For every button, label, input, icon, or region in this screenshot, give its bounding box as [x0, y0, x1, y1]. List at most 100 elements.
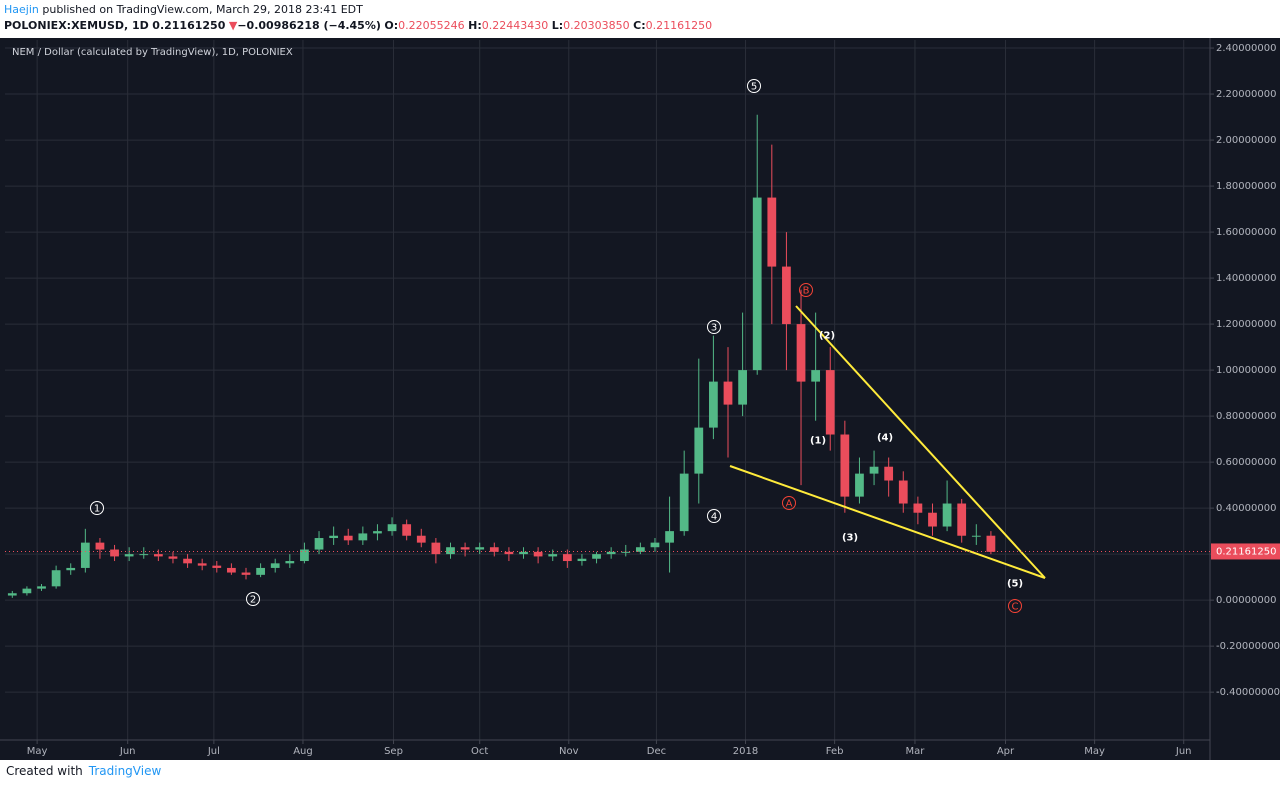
candle-body [460, 547, 470, 550]
candle-body [723, 381, 733, 405]
candle-body [446, 547, 455, 555]
candle-body [51, 570, 61, 587]
x-tick-label: Apr [997, 746, 1015, 757]
candle-body [124, 554, 134, 557]
candle-body [431, 542, 441, 555]
candle-body [314, 538, 324, 550]
annotation-circle [747, 79, 761, 93]
x-tick-label: Mar [906, 746, 926, 757]
annotation: C [1012, 602, 1019, 613]
candle-body [679, 473, 689, 532]
candle-body [562, 554, 572, 562]
author[interactable]: Haejin [4, 3, 39, 16]
x-tick-label: May [27, 746, 48, 757]
candle-body [270, 563, 280, 568]
annotation: (3) [842, 533, 858, 544]
x-tick-label: May [1084, 746, 1105, 757]
candle-body [811, 370, 821, 382]
annotation: 1 [94, 504, 100, 515]
annotation-circle [707, 509, 721, 523]
c-value: 0.21161250 [645, 19, 713, 32]
y-tick-label: 1.60000000 [1216, 227, 1276, 238]
candle-body [971, 535, 981, 537]
annotations: 1 2 3 4 5 A B C (1) (2) (3) (4) (5) [90, 79, 1023, 613]
candle-body [548, 554, 558, 557]
candle-body [168, 556, 178, 559]
o-label: O: [384, 19, 399, 32]
trend-line [795, 305, 1046, 579]
candle-body [533, 551, 543, 557]
candle-body [22, 588, 32, 594]
annotation: A [786, 499, 793, 510]
candle-body [37, 586, 46, 589]
candle-body [183, 558, 192, 564]
candle-body [694, 427, 704, 474]
tv-link[interactable]: TradingView [88, 764, 162, 778]
y-tick-label: 1.20000000 [1216, 319, 1276, 330]
candle-body [709, 381, 718, 428]
axes: -0.40000000-0.200000000.000000000.200000… [5, 43, 1280, 757]
annotation-circle [799, 283, 813, 297]
candle-body [66, 567, 76, 571]
candle-body [738, 370, 747, 405]
y-tick-label: 0.80000000 [1216, 411, 1276, 422]
candle-body [606, 551, 616, 555]
candle-body [358, 533, 368, 541]
annotation: B [803, 286, 810, 297]
candle-body [782, 266, 791, 325]
candle-body [80, 542, 90, 568]
trend-line [729, 465, 1046, 579]
candle-body [139, 554, 149, 556]
candle-body [650, 542, 660, 548]
x-tick-label: Dec [647, 746, 666, 757]
annotation-circle [246, 592, 260, 606]
annotation: (5) [1007, 579, 1023, 590]
annotation: 2 [250, 595, 256, 606]
candle-body [752, 197, 762, 371]
header: Haejin published on TradingView.com, Mar… [4, 2, 712, 34]
candle-body [153, 554, 163, 557]
candle-body [373, 531, 382, 534]
c-label: C: [633, 19, 646, 32]
annotation-circle [782, 496, 796, 510]
y-tick-label: 0.00000000 [1216, 595, 1276, 606]
candle-body [504, 551, 514, 555]
symbol: POLONIEX:XEMUSD, 1D [4, 19, 149, 32]
candle-body [519, 551, 528, 555]
candle-body [7, 593, 17, 596]
chart-title: NEM / Dollar (calculated by TradingView)… [12, 47, 293, 58]
y-tick-label: 1.40000000 [1216, 273, 1276, 284]
candle-body [635, 547, 645, 552]
x-tick-label: Sep [384, 746, 403, 757]
footer: Created with TradingView [6, 764, 161, 778]
x-tick-label: Aug [293, 746, 313, 757]
y-tick-label: 1.80000000 [1216, 181, 1276, 192]
annotation: (4) [877, 433, 893, 444]
arrow: ▼ [228, 19, 238, 32]
candle-body [913, 503, 923, 513]
candle-body [986, 535, 996, 552]
h-value: 0.22443430 [481, 19, 549, 32]
annotation: 5 [751, 82, 757, 93]
annotation: 3 [711, 323, 717, 334]
candle-body [343, 535, 353, 541]
y-tick-label: 0.60000000 [1216, 457, 1276, 468]
x-tick-label: Feb [826, 746, 844, 757]
l-label: L: [551, 19, 564, 32]
candle-body [285, 561, 295, 564]
candle-body [416, 535, 426, 543]
candle-body [869, 466, 879, 474]
annotation-circle [90, 501, 104, 515]
candle-body [796, 324, 806, 382]
candle-body [402, 524, 412, 536]
candle-body [241, 572, 251, 575]
y-tick-label: -0.20000000 [1216, 641, 1280, 652]
x-tick-label: Nov [559, 746, 579, 757]
candle-body [898, 480, 908, 504]
annotation-circle [707, 320, 721, 334]
y-tick-label: 1.00000000 [1216, 365, 1276, 376]
candle-body [227, 567, 236, 573]
l-value: 0.20303850 [563, 19, 630, 32]
last: 0.21161250 [152, 19, 226, 32]
